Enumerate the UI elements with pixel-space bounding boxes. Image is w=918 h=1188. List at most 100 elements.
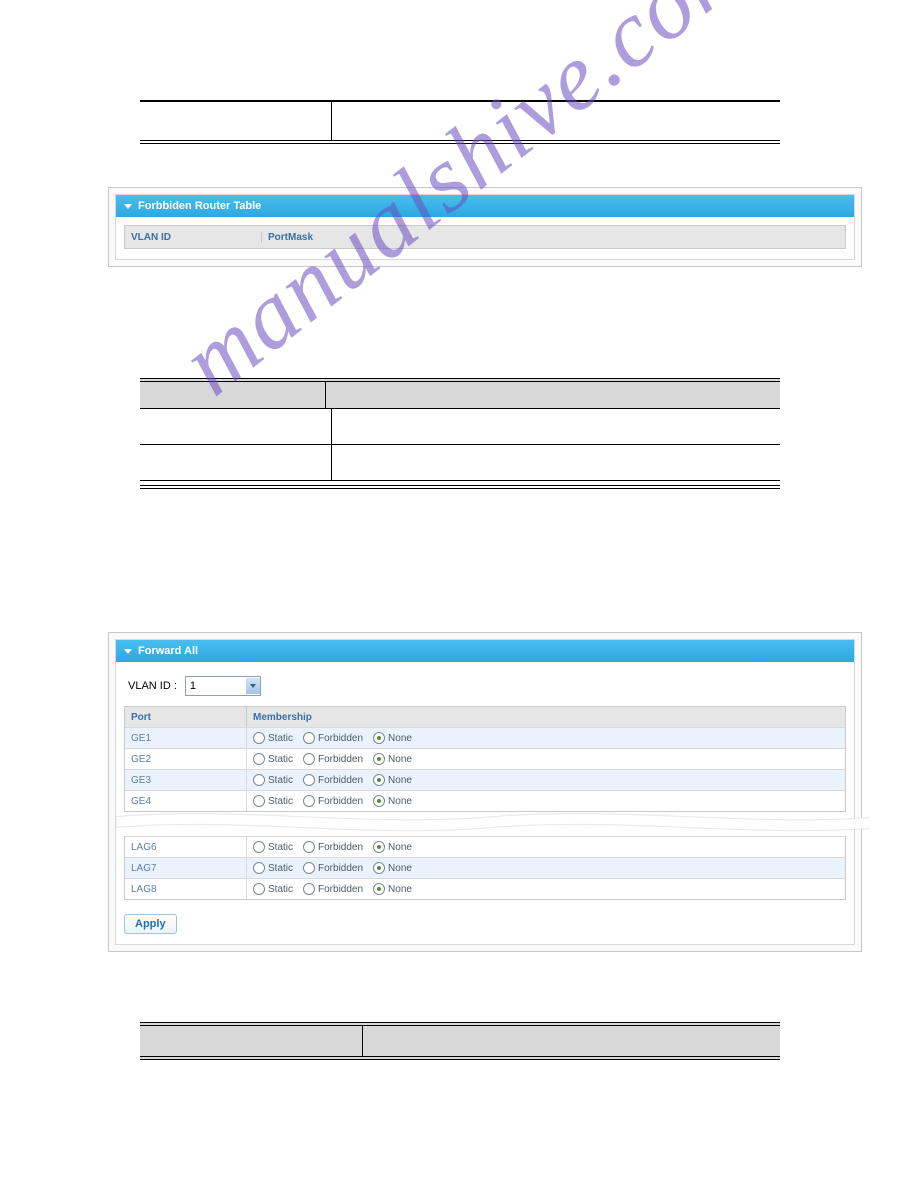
vlan-id-select[interactable]: 1 (185, 676, 261, 696)
radio-icon (253, 862, 265, 874)
radio-icon (303, 841, 315, 853)
panel-header[interactable]: Forbbiden Router Table (116, 195, 854, 217)
radio-label: None (388, 842, 412, 853)
radio-label: Forbidden (318, 754, 363, 765)
port-cell: GE3 (125, 770, 247, 790)
radio-option-static[interactable]: Static (253, 732, 293, 744)
table-row: GE2 Static Forbidden None (125, 748, 845, 769)
radio-icon (303, 753, 315, 765)
radio-option-static[interactable]: Static (253, 841, 293, 853)
radio-label: Static (268, 884, 293, 895)
table-row: LAG8 Static Forbidden None (125, 878, 845, 899)
bottom-param-header (140, 1022, 780, 1060)
radio-label: Static (268, 863, 293, 874)
radio-label: Static (268, 733, 293, 744)
forward-table: Port Membership GE1StaticForbiddenNoneGE… (124, 706, 846, 812)
vlan-id-value: 1 (190, 680, 196, 692)
chevron-down-icon (124, 649, 132, 654)
dropdown-arrow-icon (246, 678, 260, 694)
radio-option-forbidden[interactable]: Forbidden (303, 883, 363, 895)
radio-option-static[interactable]: Static (253, 883, 293, 895)
radio-label: Static (268, 842, 293, 853)
radio-icon (253, 795, 265, 807)
cell (332, 445, 780, 480)
table-row: GE1StaticForbiddenNone (125, 727, 845, 748)
router-panel: Forbbiden Router Table VLAN ID PortMask (115, 194, 855, 260)
panel-title: Forward All (138, 645, 198, 657)
radio-icon (303, 795, 315, 807)
radio-icon (253, 841, 265, 853)
membership-cell: Static Forbidden None (247, 837, 845, 857)
cell (140, 1026, 363, 1056)
radio-option-forbidden[interactable]: Forbidden (303, 753, 363, 765)
table-row (140, 102, 780, 140)
membership-cell: Static Forbidden None (247, 858, 845, 878)
table-row: GE3 Static Forbidden None (125, 769, 845, 790)
top-param-table (140, 100, 780, 144)
radio-label: Forbidden (318, 733, 363, 744)
radio-option-static[interactable]: Static (253, 753, 293, 765)
table-footer (140, 480, 780, 489)
radio-icon (253, 883, 265, 895)
radio-option-forbidden[interactable]: Forbidden (303, 732, 363, 744)
radio-icon (373, 883, 385, 895)
radio-label: Forbidden (318, 863, 363, 874)
panel-title: Forbbiden Router Table (138, 200, 261, 212)
router-grid-header: VLAN ID PortMask (124, 225, 846, 249)
radio-option-none[interactable]: None (373, 883, 412, 895)
col-header-membership: Membership (247, 707, 845, 727)
chevron-down-icon (124, 204, 132, 209)
col-header-portmask: PortMask (262, 232, 845, 243)
table-row: LAG7 Static Forbidden None (125, 857, 845, 878)
radio-option-none[interactable]: None (373, 774, 412, 786)
radio-option-static[interactable]: Static (253, 862, 293, 874)
radio-option-forbidden[interactable]: Forbidden (303, 774, 363, 786)
radio-option-static[interactable]: Static (253, 774, 293, 786)
cell (140, 445, 332, 480)
port-cell: LAG8 (125, 879, 247, 899)
radio-label: Forbidden (318, 884, 363, 895)
panel-body: VLAN ID : 1 Port Membership GE1StaticFor… (116, 662, 854, 944)
radio-label: Forbidden (318, 775, 363, 786)
port-cell: LAG6 (125, 837, 247, 857)
radio-option-forbidden[interactable]: Forbidden (303, 795, 363, 807)
radio-option-none[interactable]: None (373, 841, 412, 853)
radio-option-none[interactable]: None (373, 795, 412, 807)
radio-option-forbidden[interactable]: Forbidden (303, 862, 363, 874)
table-header (140, 378, 780, 408)
radio-icon (373, 841, 385, 853)
radio-option-forbidden[interactable]: Forbidden (303, 841, 363, 853)
radio-label: Forbidden (318, 842, 363, 853)
table-row: LAG6 Static Forbidden None (125, 836, 845, 857)
radio-icon (303, 774, 315, 786)
radio-label: None (388, 733, 412, 744)
col-header-vlan: VLAN ID (125, 232, 262, 243)
radio-icon (373, 753, 385, 765)
radio-label: None (388, 863, 412, 874)
radio-icon (303, 732, 315, 744)
rows-omitted (124, 812, 846, 836)
membership-cell: Static Forbidden None (247, 770, 845, 790)
radio-option-none[interactable]: None (373, 862, 412, 874)
radio-option-none[interactable]: None (373, 753, 412, 765)
table-row (140, 444, 780, 480)
forward-table-header: Port Membership (125, 707, 845, 727)
radio-label: Static (268, 775, 293, 786)
port-cell: LAG7 (125, 858, 247, 878)
radio-label: Static (268, 796, 293, 807)
radio-option-none[interactable]: None (373, 732, 412, 744)
port-cell: GE2 (125, 749, 247, 769)
forward-table-bottom: LAG6 Static Forbidden None LAG7 Static Forbidd… (124, 836, 846, 900)
panel-header[interactable]: Forward All (116, 640, 854, 662)
radio-label: None (388, 884, 412, 895)
radio-option-static[interactable]: Static (253, 795, 293, 807)
vlan-id-row: VLAN ID : 1 (124, 670, 846, 706)
radio-label: Forbidden (318, 796, 363, 807)
apply-button[interactable]: Apply (124, 914, 177, 934)
cell (140, 409, 332, 444)
radio-icon (373, 732, 385, 744)
router-panel-frame: Forbbiden Router Table VLAN ID PortMask (108, 187, 862, 267)
radio-icon (253, 753, 265, 765)
forward-panel-frame: Forward All VLAN ID : 1 Port Membershi (108, 632, 862, 952)
vlan-id-label: VLAN ID : (128, 680, 177, 692)
